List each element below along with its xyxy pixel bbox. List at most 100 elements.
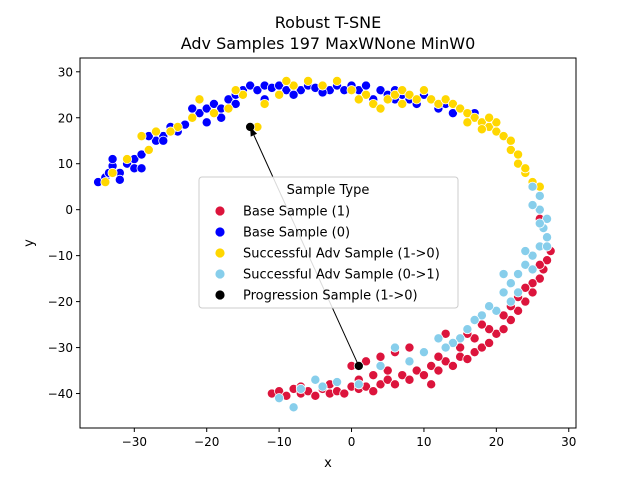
x-tick-label-2: −10 [266,435,291,449]
point-series-2-56 [520,163,531,174]
point-series-1-58 [216,112,227,123]
point-series-0-32 [498,324,509,335]
point-series-2-0 [100,177,111,188]
point-series-2-48 [187,112,198,123]
point-series-3-16 [462,324,473,335]
point-series-0-33 [505,314,516,325]
y-tick-label-4: 0 [65,203,73,217]
point-series-3-24 [332,377,343,388]
point-series-3-36 [542,241,553,252]
y-axis-label: y [22,239,37,247]
point-series-3-2 [534,204,545,215]
y-tick-label-3: −10 [48,249,73,263]
point-series-2-46 [136,131,147,142]
point-series-2-5 [172,121,183,132]
point-series-1-52 [201,117,212,128]
point-series-2-3 [143,144,154,155]
point-series-3-27 [288,402,299,413]
point-series-0-59 [368,370,379,381]
point-series-0-37 [534,273,545,284]
point-series-3-7 [527,250,538,261]
point-series-1-15 [194,108,205,119]
chart-title: Robust T-SNE [275,13,382,32]
point-series-2-22 [389,89,400,100]
point-series-2-45 [505,135,516,146]
point-series-2-4 [151,126,162,137]
point-series-2-17 [346,85,357,96]
point-series-1-7 [136,149,147,160]
point-series-0-23 [433,365,444,376]
y-tick-label-5: 10 [58,157,73,171]
point-series-3-5 [542,232,553,243]
point-series-2-50 [281,75,292,86]
point-series-0-48 [361,356,372,367]
point-series-0-25 [447,360,458,371]
point-series-2-1 [107,167,118,178]
point-series-2-2 [122,154,133,165]
point-series-0-53 [469,333,480,344]
legend: Sample Type Base Sample (1)Base Sample (… [198,176,459,309]
legend-marker-1 [214,226,226,238]
point-series-3-12 [505,296,516,307]
point-series-2-44 [491,117,502,128]
y-tick-label-2: −20 [48,295,73,309]
y-ticks: −40 −30 −20 −10 0 10 20 30 [48,65,80,401]
x-tick-label-4: 10 [416,435,431,449]
point-series-0-35 [520,296,531,307]
point-series-3-10 [505,278,516,289]
legend-label-1: Base Sample (0) [243,226,350,241]
legend-marker-2 [214,247,226,259]
y-tick-label-7: 30 [58,65,73,79]
point-series-0-50 [440,328,451,339]
point-series-0-6 [310,390,321,401]
point-series-1-68 [136,163,147,174]
legend-box [198,176,459,309]
point-series-1-61 [107,154,118,165]
point-series-2-37 [498,131,509,142]
point-series-0-45 [404,342,415,353]
point-series-3-29 [520,246,531,257]
arrow-head-0 [250,126,258,137]
point-series-2-9 [237,89,248,100]
point-series-2-25 [411,94,422,105]
point-series-2-6 [194,94,205,105]
y-tick-label-6: 20 [58,111,73,125]
point-series-2-53 [462,117,473,128]
point-series-3-20 [418,347,429,358]
point-series-2-27 [426,94,437,105]
point-series-2-8 [223,103,234,114]
point-series-2-15 [317,80,328,91]
point-series-0-34 [513,305,524,316]
point-series-2-30 [447,98,458,109]
point-series-2-12 [274,89,285,100]
point-series-0-19 [404,374,415,385]
point-series-1-40 [375,85,386,96]
point-series-3-39 [527,200,538,211]
point-series-2-31 [455,103,466,114]
point-series-0-17 [389,379,400,390]
point-series-0-47 [375,351,386,362]
point-series-0-18 [397,370,408,381]
legend-marker-0 [214,205,226,217]
point-series-3-13 [491,305,502,316]
point-series-0-69 [426,379,437,390]
point-series-2-16 [332,75,343,86]
point-series-0-63 [433,351,444,362]
point-series-2-19 [368,98,379,109]
point-series-0-67 [520,282,531,293]
point-series-1-23 [252,85,263,96]
point-series-0-57 [527,278,538,289]
point-series-3-28 [274,393,285,404]
point-series-2-54 [484,112,495,123]
point-series-3-21 [404,356,415,367]
point-series-2-49 [230,85,241,96]
point-series-0-68 [534,259,545,270]
point-series-3-35 [317,381,328,392]
point-series-3-23 [375,360,386,371]
point-series-1-59 [230,98,241,109]
point-series-2-11 [259,98,270,109]
legend-label-4: Progression Sample (1->0) [243,289,418,304]
point-series-0-22 [426,360,437,371]
point-series-1-53 [187,103,198,114]
point-series-2-23 [397,85,408,96]
